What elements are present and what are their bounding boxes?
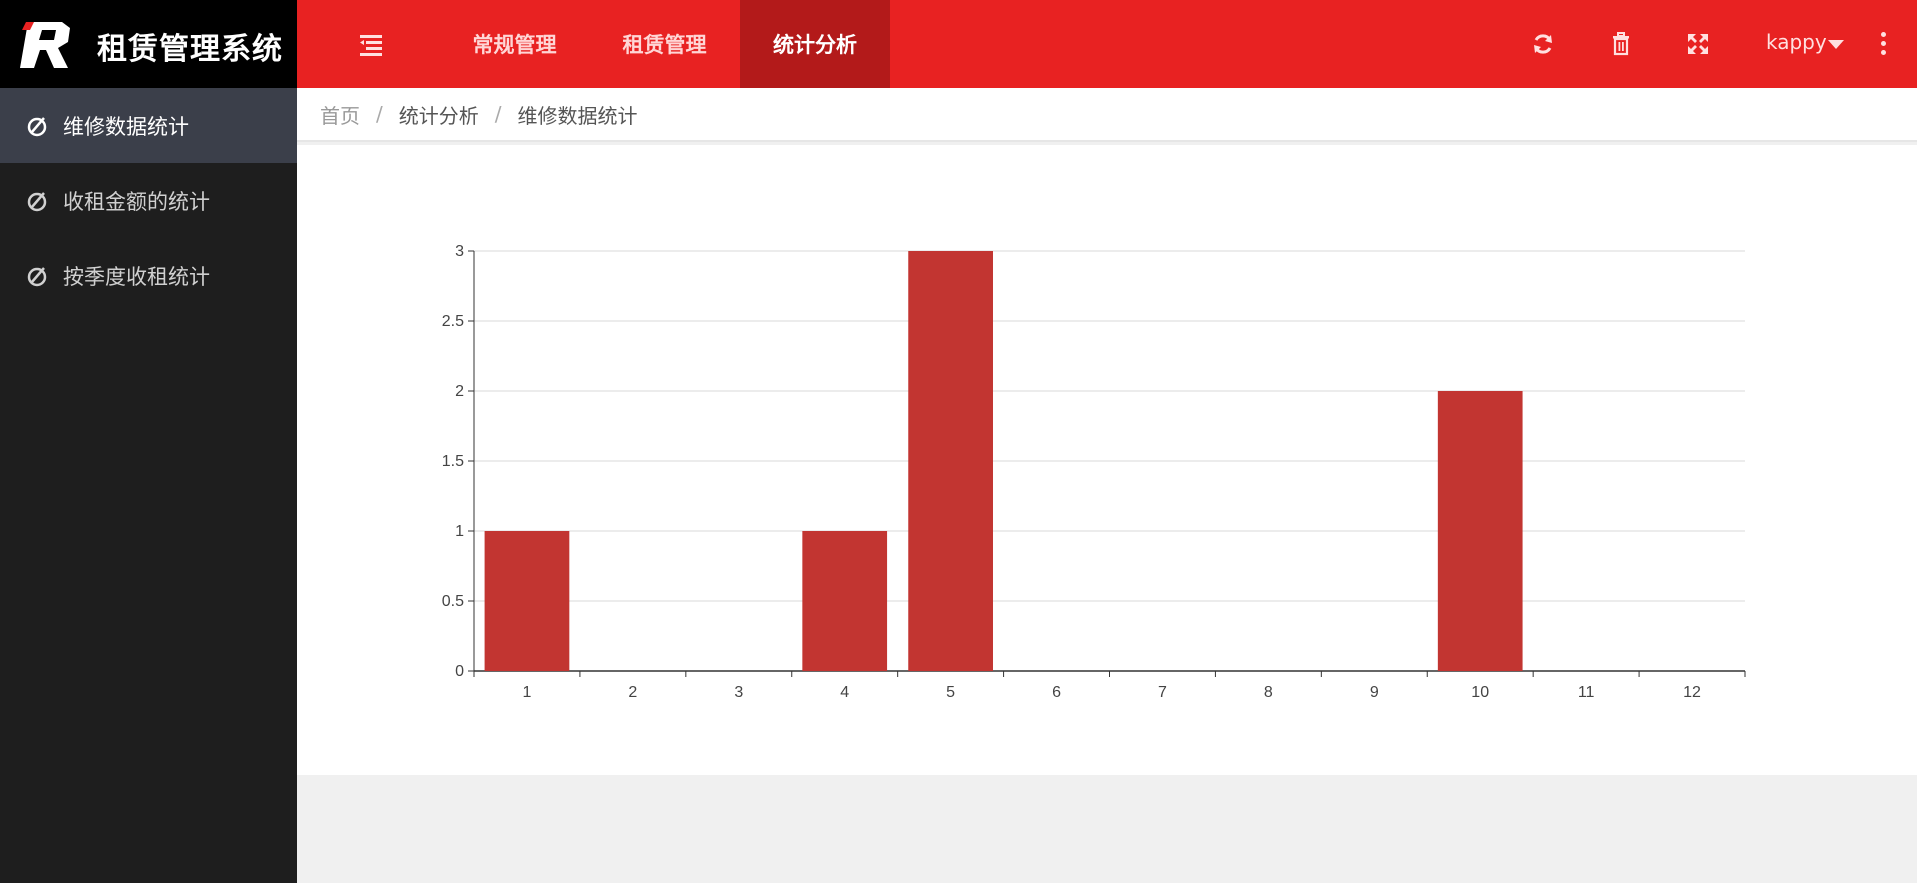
sidebar-item-rent-amount-stats[interactable]: 收租金额的统计 [0, 163, 297, 238]
sidebar-item-label: 按季度收租统计 [63, 264, 210, 289]
breadcrumb-home[interactable]: 首页 [320, 103, 360, 128]
breadcrumb-separator: / [494, 102, 502, 126]
x-tick-label: 5 [946, 684, 955, 701]
fullscreen-icon[interactable] [1685, 31, 1711, 57]
x-tick-label: 6 [1052, 684, 1061, 701]
chart-card: 0 0.5 1 1.5 2 2.5 3 1 2 3 4 5 6 7 8 9 10 11 12 [297, 145, 1917, 775]
user-menu[interactable]: kappy [1766, 30, 1827, 54]
bar-10 [1437, 391, 1523, 671]
x-tick-label: 2 [628, 684, 637, 701]
y-tick-label: 0.5 [442, 593, 464, 610]
y-tick-label: 2.5 [442, 313, 464, 330]
sidebar-item-label: 收租金额的统计 [63, 189, 210, 214]
x-tick-label: 8 [1264, 684, 1273, 701]
x-tick-label: 7 [1158, 684, 1167, 701]
menu-toggle-icon[interactable] [357, 30, 387, 58]
bar-4 [802, 531, 888, 671]
bar-1 [484, 531, 570, 671]
refresh-circle-icon [27, 191, 47, 211]
logo-icon [20, 22, 70, 68]
y-tick-label: 1 [455, 523, 464, 540]
breadcrumb-statistics[interactable]: 统计分析 [398, 103, 479, 128]
breadcrumb: 首页 / 统计分析 / 维修数据统计 [297, 88, 1917, 142]
nav-tab-regular[interactable]: 常规管理 [472, 33, 557, 57]
bar-5 [908, 251, 993, 671]
refresh-icon[interactable] [1530, 31, 1556, 57]
x-tick-label: 12 [1683, 684, 1701, 701]
chevron-down-icon[interactable] [1828, 40, 1844, 49]
nav-tab-statistics[interactable]: 统计分析 [740, 0, 890, 88]
top-bar: 租赁管理系统 常规管理 租赁管理 统计分析 kappy [0, 0, 1917, 88]
y-tick-label: 0 [455, 663, 464, 680]
logo-area[interactable]: 租赁管理系统 [0, 0, 297, 88]
sidebar-item-repair-stats[interactable]: 维修数据统计 [0, 88, 297, 163]
x-tick-label: 1 [523, 684, 532, 701]
x-tick-label: 10 [1471, 684, 1489, 701]
y-tick-label: 2 [455, 383, 464, 400]
app-title: 租赁管理系统 [97, 32, 283, 67]
nav-tab-lease[interactable]: 租赁管理 [622, 33, 707, 57]
y-tick-label: 3 [455, 243, 464, 260]
sidebar: 维修数据统计 收租金额的统计 按季度收租统计 [0, 88, 297, 883]
breadcrumb-separator: / [376, 102, 383, 126]
refresh-circle-icon [27, 116, 47, 136]
sidebar-item-label: 维修数据统计 [63, 114, 189, 139]
x-tick-label: 9 [1370, 684, 1379, 701]
x-tick-label: 4 [840, 684, 849, 701]
trash-icon[interactable] [1608, 31, 1634, 57]
x-tick-label: 11 [1578, 684, 1595, 701]
bar-chart: 00.511.522.531 2 3 4 5 6 7 8 9 10 11 12 [442, 243, 1746, 701]
sidebar-item-quarterly-rent-stats[interactable]: 按季度收租统计 [0, 238, 297, 313]
x-tick-label: 3 [734, 684, 743, 701]
more-vertical-icon[interactable] [1879, 32, 1887, 58]
refresh-circle-icon [27, 266, 47, 286]
breadcrumb-current: 维修数据统计 [517, 103, 638, 128]
y-tick-label: 1.5 [442, 453, 464, 470]
